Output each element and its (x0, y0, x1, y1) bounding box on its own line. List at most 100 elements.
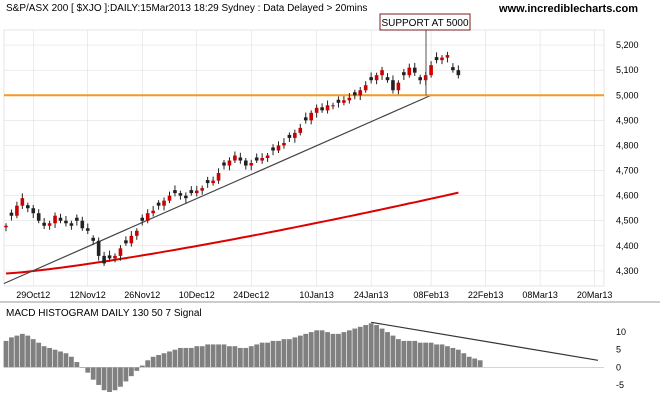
macd-bar (188, 347, 194, 368)
price-panel: 4,300 4,400 4,500 4,600 4,700 4,800 4,900 5,000… (3, 29, 639, 300)
candle-body (402, 72, 406, 76)
candle-body (145, 213, 150, 221)
date-tick-label: 24Dec12 (233, 290, 269, 300)
candle-body (75, 217, 79, 221)
candle (9, 209, 14, 221)
macd-bar (172, 349, 178, 368)
candle (15, 201, 19, 219)
moving-average-line (5, 191, 459, 275)
candle-body (347, 97, 352, 101)
macd-tick-label: 10 (616, 327, 626, 337)
macd-bar (85, 367, 91, 373)
candle-body (91, 237, 95, 241)
macd-bar (205, 344, 211, 368)
macd-bar (325, 332, 330, 368)
candle (20, 193, 25, 209)
candle-body (184, 195, 188, 199)
candle-body (15, 205, 19, 216)
candle-body (429, 65, 433, 76)
candle-body (391, 80, 395, 91)
macd-bar (178, 347, 183, 368)
candle (118, 245, 123, 261)
candle-body (47, 223, 52, 226)
macd-bar (406, 340, 412, 368)
candle-body (200, 188, 204, 191)
macd-bar (47, 347, 52, 368)
candle-body (205, 180, 210, 184)
candle-body (238, 157, 243, 161)
candle (173, 185, 177, 197)
date-tick-label: 22Feb13 (468, 290, 504, 300)
macd-bar (461, 353, 467, 368)
macd-bar (346, 330, 352, 368)
candle (85, 223, 90, 235)
macd-bar (145, 360, 151, 368)
candle-body (353, 92, 357, 96)
candle (4, 223, 8, 232)
macd-bar (477, 360, 483, 368)
candle-body (293, 132, 297, 138)
candle (358, 86, 363, 101)
candle-body (445, 55, 450, 58)
candle (407, 63, 412, 78)
macd-bar (374, 325, 379, 368)
macd-bar (128, 367, 134, 377)
macd-bar (36, 342, 42, 368)
candle-body (189, 190, 194, 194)
macd-bar (297, 335, 303, 368)
macd-bar (216, 344, 221, 368)
macd-bar (428, 342, 434, 368)
date-tick-label: 08Feb13 (413, 290, 449, 300)
macd-bar (9, 337, 14, 368)
price-tick-label: 4,900 (616, 115, 639, 125)
candle (254, 153, 259, 164)
candle-body (331, 105, 335, 107)
macd-bar (434, 344, 439, 368)
candle (374, 72, 379, 85)
candle-body (440, 57, 444, 61)
macd-bar (450, 347, 456, 368)
macd-bar (379, 328, 385, 368)
candle-body (178, 193, 183, 196)
candle (391, 75, 395, 94)
macd-bar (265, 342, 270, 368)
candle-body (320, 107, 324, 111)
candle (412, 62, 417, 76)
candle-body (140, 217, 145, 221)
candle-body (211, 180, 215, 184)
macd-bar (150, 356, 156, 368)
macd-bar (336, 333, 341, 368)
macd-bar (210, 344, 216, 368)
candle (265, 152, 270, 163)
price-tick-label: 5,200 (616, 40, 639, 50)
macd-bar (281, 339, 287, 368)
candle (42, 217, 46, 230)
macd-bar (352, 328, 358, 368)
date-axis: 29Oct12 12Nov12 26Nov12 10Dec12 24Dec12 10Jan… (16, 290, 612, 300)
candle-body (233, 155, 237, 161)
candle-body (336, 99, 341, 103)
macd-bar (308, 332, 314, 368)
candle (113, 253, 117, 263)
macd-bar (401, 340, 407, 368)
candle (194, 185, 199, 197)
candle-body (36, 213, 41, 221)
candle (445, 51, 450, 63)
candle (200, 185, 204, 195)
candle-body (244, 160, 248, 166)
candle-body (173, 190, 177, 194)
candle-body (271, 147, 275, 151)
candle (276, 141, 281, 153)
candle-body (249, 163, 254, 166)
macd-bar (417, 342, 423, 368)
price-tick-label: 4,300 (616, 266, 639, 276)
macd-bar (357, 326, 363, 368)
macd-trend-layer (371, 321, 599, 361)
candle-body (9, 212, 14, 216)
date-tick-label: 20Mar13 (577, 290, 613, 300)
candle-body (31, 208, 36, 214)
macd-bar (363, 325, 369, 368)
candle (331, 102, 335, 110)
candle-body (314, 107, 319, 113)
